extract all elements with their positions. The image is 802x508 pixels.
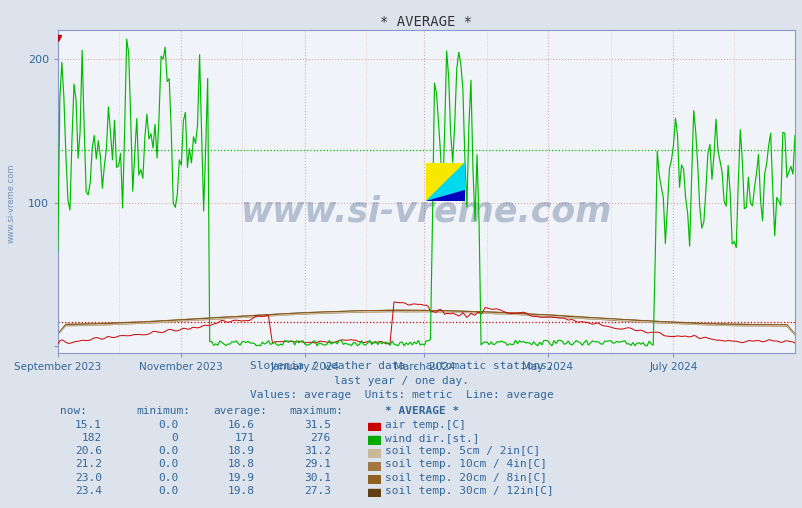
Polygon shape — [426, 190, 464, 201]
Text: 23.4: 23.4 — [75, 486, 102, 496]
Text: 18.9: 18.9 — [227, 446, 254, 456]
Text: 27.3: 27.3 — [303, 486, 330, 496]
Text: 21.2: 21.2 — [75, 459, 102, 469]
Text: 31.5: 31.5 — [303, 420, 330, 430]
Text: soil temp. 30cm / 12in[C]: soil temp. 30cm / 12in[C] — [385, 486, 553, 496]
Text: maximum:: maximum: — [289, 406, 342, 416]
Text: 0.0: 0.0 — [158, 420, 178, 430]
Polygon shape — [426, 163, 464, 201]
Text: 18.8: 18.8 — [227, 459, 254, 469]
Text: Values: average  Units: metric  Line: average: Values: average Units: metric Line: aver… — [249, 390, 553, 400]
Text: 29.1: 29.1 — [303, 459, 330, 469]
Text: 171: 171 — [234, 433, 254, 443]
Text: 0.0: 0.0 — [158, 486, 178, 496]
Text: www.si-vreme.com: www.si-vreme.com — [241, 194, 611, 228]
Text: 0.0: 0.0 — [158, 472, 178, 483]
Text: last year / one day.: last year / one day. — [334, 375, 468, 386]
Text: 276: 276 — [310, 433, 330, 443]
Text: soil temp. 5cm / 2in[C]: soil temp. 5cm / 2in[C] — [385, 446, 540, 456]
Text: 19.9: 19.9 — [227, 472, 254, 483]
Text: www.si-vreme.com: www.si-vreme.com — [6, 164, 15, 243]
Text: 182: 182 — [82, 433, 102, 443]
Polygon shape — [426, 163, 464, 201]
Text: 30.1: 30.1 — [303, 472, 330, 483]
Text: 0: 0 — [172, 433, 178, 443]
Text: * AVERAGE *: * AVERAGE * — [385, 406, 459, 416]
Text: 20.6: 20.6 — [75, 446, 102, 456]
Text: 31.2: 31.2 — [303, 446, 330, 456]
Title: * AVERAGE *: * AVERAGE * — [380, 15, 472, 29]
Text: 0.0: 0.0 — [158, 446, 178, 456]
Text: wind dir.[st.]: wind dir.[st.] — [385, 433, 480, 443]
Text: 15.1: 15.1 — [75, 420, 102, 430]
Text: Slovenia / weather data - automatic stations.: Slovenia / weather data - automatic stat… — [249, 361, 553, 371]
Text: soil temp. 20cm / 8in[C]: soil temp. 20cm / 8in[C] — [385, 472, 547, 483]
Text: air temp.[C]: air temp.[C] — [385, 420, 466, 430]
Text: average:: average: — [213, 406, 266, 416]
Text: 19.8: 19.8 — [227, 486, 254, 496]
Text: now:: now: — [60, 406, 87, 416]
Text: 0.0: 0.0 — [158, 459, 178, 469]
Text: 16.6: 16.6 — [227, 420, 254, 430]
Text: soil temp. 10cm / 4in[C]: soil temp. 10cm / 4in[C] — [385, 459, 547, 469]
Text: 23.0: 23.0 — [75, 472, 102, 483]
Text: minimum:: minimum: — [136, 406, 190, 416]
